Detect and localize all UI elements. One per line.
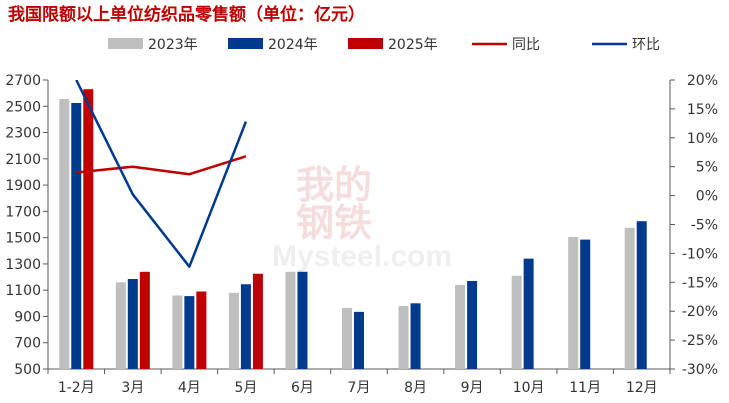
bar (568, 236, 579, 369)
left-tick-label: 2300 (5, 126, 41, 142)
series-line (76, 155, 247, 176)
right-tick-label: 0% (696, 189, 718, 205)
right-tick-label: -30% (682, 362, 718, 378)
right-tick-label: 15% (687, 102, 718, 118)
bar (636, 221, 647, 369)
bar (172, 295, 183, 369)
x-tick-label: 3月 (121, 380, 144, 396)
legend-label: 环比 (632, 37, 660, 53)
bar (184, 296, 195, 369)
legend-swatch (348, 38, 383, 49)
x-tick-label: 4月 (178, 380, 201, 396)
bar (228, 292, 239, 369)
left-tick-label: 900 (14, 309, 41, 325)
bar (342, 307, 352, 369)
bar (115, 282, 126, 369)
legend-swatch (228, 38, 263, 49)
bar (71, 102, 82, 369)
left-tick-label: 700 (14, 336, 41, 352)
left-tick-label: 2700 (5, 73, 41, 89)
bars (59, 89, 647, 369)
bar (139, 271, 150, 369)
right-tick-label: -20% (682, 304, 718, 320)
bar (398, 305, 409, 369)
right-tick-label: 5% (696, 160, 718, 176)
bar (523, 258, 534, 369)
left-tick-label: 1900 (5, 178, 41, 194)
right-tick-label: 20% (687, 73, 718, 89)
x-tick-label: 9月 (461, 380, 484, 396)
right-tick-label: -10% (682, 246, 718, 262)
bar (297, 271, 308, 369)
left-tick-label: 1300 (5, 257, 41, 273)
bar (83, 89, 94, 369)
x-tick-label: 7月 (348, 380, 371, 396)
left-tick-label: 2500 (5, 99, 41, 115)
axes: 500 700 900 1100 1300 1500 1700 1900 2100 2300 250… (5, 73, 718, 396)
left-tick-label: 2100 (5, 152, 41, 168)
bar (580, 239, 591, 369)
x-tick-label: 12月 (626, 380, 658, 396)
watermark-text: 我的 (296, 163, 372, 207)
watermark-text: 钢铁 (296, 201, 372, 245)
left-tick-label: 1700 (5, 204, 41, 220)
x-tick-label: 11月 (569, 380, 601, 396)
left-tick-label: 1500 (5, 231, 41, 247)
bar (455, 284, 466, 369)
bar (410, 303, 421, 369)
right-tick-label: 10% (687, 131, 718, 147)
lines (75, 80, 248, 268)
watermark-text: Mysteel.com (272, 240, 452, 273)
x-tick-label: 8月 (404, 380, 427, 396)
right-tick-label: -5% (691, 218, 718, 234)
chart-title: 我国限额以上单位纺织品零售额（单位：亿元） (8, 4, 365, 25)
left-tick-label: 500 (14, 362, 41, 378)
right-tick-label: -15% (682, 275, 718, 291)
bar (285, 271, 296, 369)
x-tick-label: 5月 (234, 380, 257, 396)
series-line (75, 80, 248, 268)
bar (467, 280, 478, 369)
x-tick-label: 6月 (291, 380, 314, 396)
bar (127, 279, 138, 369)
bar (354, 311, 364, 369)
legend: 2023年 2024年 2025年 同比 环比 (108, 37, 660, 53)
x-tick-label: 1-2月 (58, 380, 95, 396)
legend-label: 2023年 (148, 37, 198, 53)
legend-label: 2024年 (268, 37, 318, 53)
bar (196, 291, 207, 369)
legend-label: 2025年 (388, 37, 438, 53)
bar (240, 284, 251, 369)
bar (511, 275, 522, 369)
legend-swatch (108, 38, 143, 49)
right-tick-label: -25% (682, 333, 718, 349)
left-tick-label: 1100 (5, 283, 41, 299)
legend-label: 同比 (512, 37, 540, 53)
bar (624, 227, 635, 369)
bar (252, 273, 263, 369)
x-tick-label: 10月 (513, 380, 545, 396)
bar (59, 99, 70, 369)
